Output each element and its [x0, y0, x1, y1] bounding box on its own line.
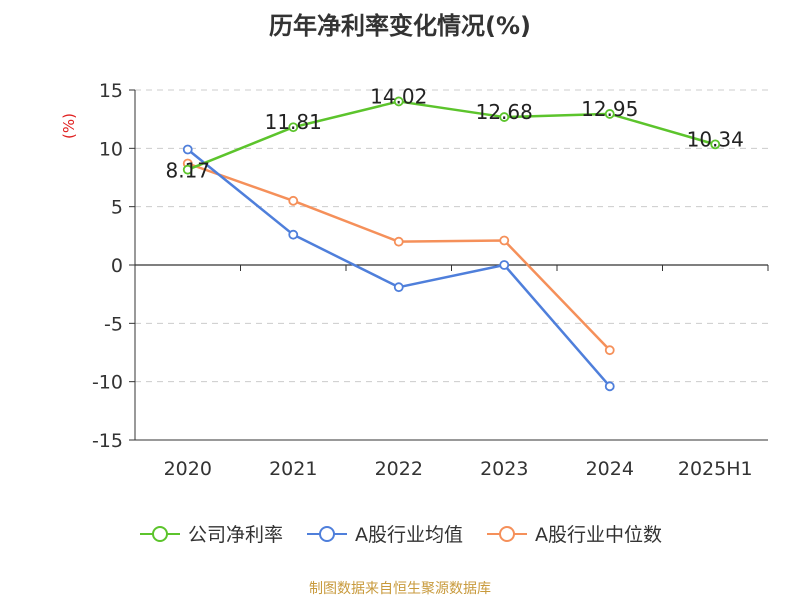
data-point[interactable]	[499, 260, 510, 270]
y-tick-label: 15	[99, 80, 123, 102]
series-line-2	[187, 162, 611, 352]
data-label: 14.02	[370, 84, 427, 108]
series-line-0	[187, 100, 716, 171]
data-point[interactable]	[499, 235, 510, 246]
x-tick-label: 2022	[375, 458, 423, 480]
legend-label-industry-median: A股行业中位数	[535, 524, 662, 546]
y-axis-unit-label: (%)	[60, 113, 78, 139]
x-tick-label: 2025H1	[678, 458, 753, 480]
data-label: 8.17	[165, 159, 210, 183]
data-point[interactable]	[604, 109, 615, 119]
legend-item-industry-avg[interactable]: A股行业均值	[305, 520, 463, 547]
chart-title: 历年净利率变化情况(%)	[269, 12, 531, 40]
legend-item-industry-median[interactable]: A股行业中位数	[485, 520, 662, 547]
data-point[interactable]	[604, 381, 615, 392]
data-label: 11.81	[265, 110, 322, 134]
x-tick-label: 2021	[269, 458, 317, 480]
legend-marker-industry-avg-icon	[307, 525, 347, 542]
data-label: 12.95	[581, 97, 638, 121]
data-label: 12.68	[476, 100, 533, 124]
y-tick-label: 0	[111, 255, 123, 277]
data-point[interactable]	[182, 164, 193, 175]
y-tick-label: 5	[111, 197, 123, 219]
x-tick-label: 2020	[164, 458, 212, 480]
legend-item-company[interactable]: 公司净利率	[138, 520, 283, 547]
legend-label-industry-avg: A股行业均值	[355, 524, 463, 546]
data-source-note: 制图数据来自恒生聚源数据库	[309, 581, 491, 597]
data-point[interactable]	[288, 195, 299, 206]
y-tick-label: 10	[99, 138, 123, 160]
data-point[interactable]	[288, 122, 299, 133]
data-point[interactable]	[604, 345, 615, 356]
data-point[interactable]	[182, 144, 193, 155]
legend-label-company: 公司净利率	[187, 524, 283, 546]
data-point[interactable]	[499, 112, 510, 122]
legend: 公司净利率 A股行业均值 A股行业中位数	[0, 520, 800, 547]
y-tick-label: -10	[92, 372, 123, 394]
y-tick-label: -5	[104, 313, 123, 335]
legend-marker-company-icon	[139, 525, 180, 542]
data-point[interactable]	[710, 139, 721, 150]
y-tick-label: -15	[92, 430, 123, 452]
data-point[interactable]	[393, 236, 404, 247]
data-point[interactable]	[288, 229, 299, 240]
data-point[interactable]	[393, 96, 404, 107]
data-point[interactable]	[393, 282, 404, 293]
x-tick-label: 2024	[586, 458, 634, 480]
x-tick-label: 2023	[480, 458, 528, 480]
legend-marker-industry-median-icon	[487, 525, 527, 542]
data-label: 10.34	[687, 127, 744, 151]
